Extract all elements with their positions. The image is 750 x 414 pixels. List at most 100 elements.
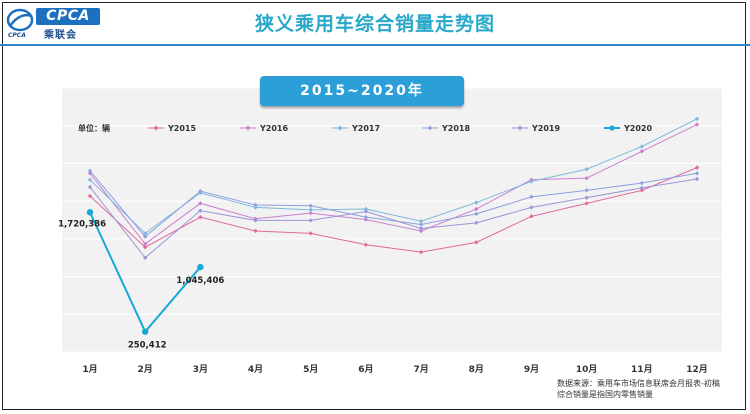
- source-line-2: 综合销量是指国内零售销量: [557, 390, 653, 399]
- data-point: [253, 202, 258, 208]
- x-tick-label: 8月: [469, 364, 484, 375]
- legend-label: Y2019: [531, 124, 560, 133]
- x-tick-label: 6月: [358, 364, 373, 375]
- data-point: [584, 188, 589, 193]
- data-label: 1,045,406: [176, 276, 224, 286]
- data-point: [198, 214, 203, 220]
- data-point: [418, 222, 424, 227]
- x-tick-label: 11月: [631, 364, 653, 375]
- data-point: [308, 210, 313, 216]
- data-point: [197, 263, 204, 271]
- data-point: [253, 228, 258, 234]
- data-point: [639, 149, 645, 154]
- x-tick-label: 4月: [248, 364, 263, 375]
- data-point: [198, 201, 203, 206]
- legend-label: Y2017: [351, 124, 380, 133]
- data-point: [308, 231, 313, 236]
- page-title: 狭义乘用车综合销量走势图: [254, 13, 495, 35]
- data-point: [87, 177, 93, 182]
- data-point: [694, 176, 700, 182]
- data-point: [639, 180, 645, 186]
- data-point: [474, 206, 479, 212]
- cpca-logo-icon: [6, 8, 34, 32]
- data-point: [529, 214, 534, 219]
- x-tick-label: 5月: [303, 364, 318, 375]
- data-point: [253, 205, 258, 210]
- legend-marker: [609, 125, 615, 131]
- legend-marker: [517, 125, 523, 131]
- data-point: [418, 249, 424, 255]
- data-label: 250,412: [128, 341, 167, 351]
- data-point: [694, 165, 700, 170]
- data-point: [529, 205, 534, 210]
- logo-chinese-name: 乘联会: [44, 30, 77, 41]
- data-point: [198, 208, 203, 213]
- data-point: [639, 185, 645, 191]
- data-point: [308, 203, 313, 208]
- data-point: [87, 168, 93, 174]
- data-point: [363, 242, 369, 247]
- legend-marker: [245, 125, 251, 131]
- legend-marker: [337, 125, 343, 131]
- x-tick-label: 12月: [686, 364, 708, 375]
- cpca-logo: CPCA 乘联会 CPCA: [6, 6, 102, 41]
- data-point: [418, 226, 424, 231]
- x-tick-label: 2月: [138, 364, 153, 375]
- x-tick-label: 1月: [82, 364, 97, 375]
- data-point: [474, 240, 479, 245]
- series-line-y2015: [89, 167, 698, 253]
- data-point: [474, 200, 479, 205]
- legend-label: Y2020: [623, 124, 652, 133]
- series-line-y2017: [89, 118, 698, 235]
- data-point: [142, 234, 148, 239]
- series-line-y2016: [89, 124, 698, 245]
- data-point: [639, 144, 645, 149]
- title-divider: [0, 44, 750, 46]
- unit-label: 单位：辆: [78, 123, 110, 133]
- data-point: [639, 188, 645, 193]
- legend-label: Y2015: [167, 124, 196, 133]
- data-point: [474, 211, 479, 217]
- data-point: [418, 228, 424, 234]
- data-point: [694, 171, 700, 176]
- data-point: [87, 184, 93, 190]
- data-point: [584, 201, 589, 206]
- data-point: [142, 255, 148, 260]
- data-point: [308, 218, 313, 223]
- x-tick-label: 7月: [413, 364, 428, 375]
- data-point: [694, 116, 700, 122]
- data-point: [86, 209, 94, 216]
- legend-marker: [153, 125, 159, 131]
- logo-brand-text: CPCA: [36, 8, 100, 25]
- year-range-banner: 2015~2020年: [260, 76, 464, 106]
- data-point: [529, 194, 534, 200]
- x-tick-label: 3月: [193, 364, 208, 375]
- data-point: [363, 209, 369, 214]
- data-point: [529, 179, 534, 184]
- data-point: [363, 214, 369, 220]
- legend-label: Y2018: [441, 124, 470, 133]
- data-point: [694, 122, 700, 127]
- data-point: [474, 220, 479, 226]
- legend-marker: [427, 125, 433, 131]
- data-point: [363, 217, 369, 222]
- source-line-1: 数据来源：乘用车市场信息联席会月报表-初稿: [557, 379, 720, 388]
- series-line-y2018: [89, 170, 698, 238]
- logo-subtext: CPCA: [8, 32, 26, 39]
- data-point: [363, 206, 369, 212]
- data-point: [418, 219, 424, 224]
- x-tick-label: 10月: [576, 364, 598, 375]
- series-line-y2019: [89, 178, 698, 259]
- data-point: [87, 193, 93, 199]
- data-point: [142, 231, 148, 236]
- data-point: [141, 328, 149, 335]
- data-point: [142, 245, 148, 250]
- data-label: 1,720,386: [58, 219, 106, 229]
- data-point: [198, 188, 203, 194]
- data-point: [584, 195, 589, 200]
- data-point: [308, 207, 313, 213]
- data-point: [253, 218, 258, 223]
- data-source-note: 数据来源：乘用车市场信息联席会月报表-初稿 综合销量是指国内零售销量: [557, 378, 720, 400]
- data-point: [584, 175, 589, 181]
